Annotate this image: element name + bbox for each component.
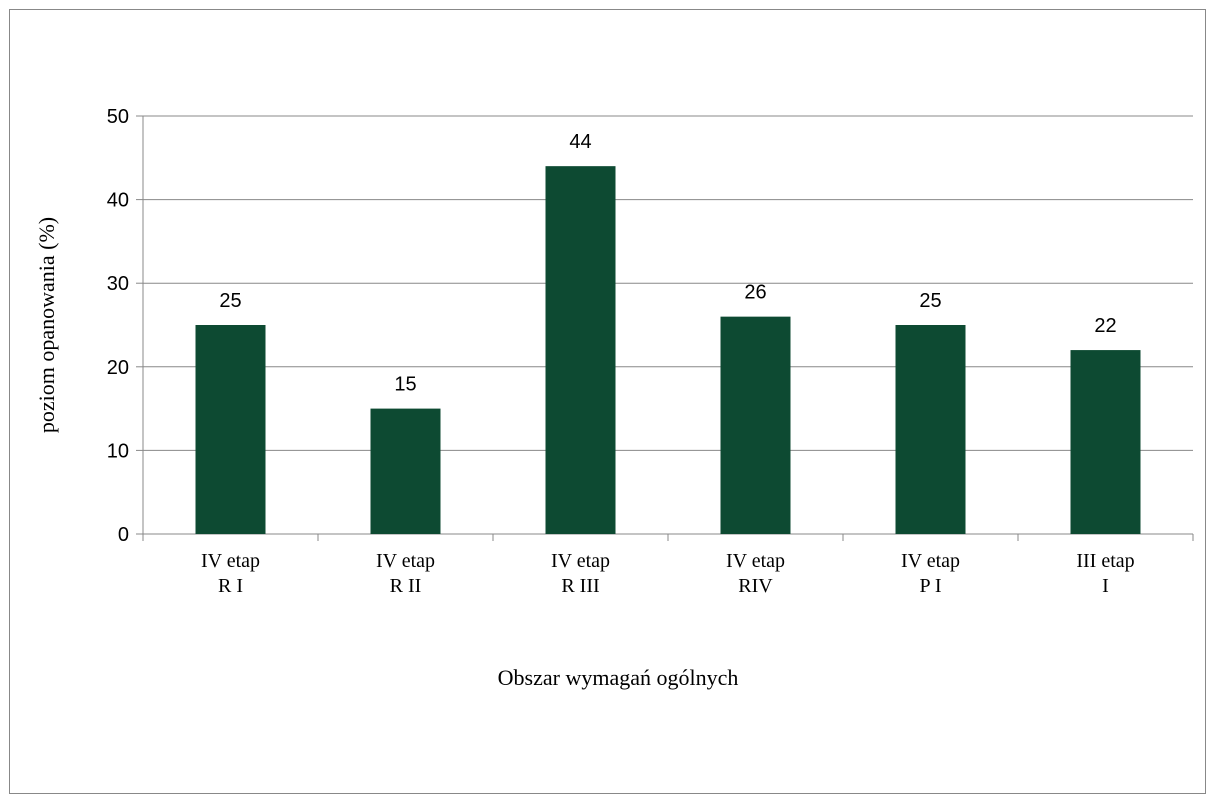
y-tick-label: 20 — [107, 357, 129, 379]
y-tick-label: 30 — [107, 273, 129, 295]
bar — [370, 408, 441, 534]
category-label: R II — [390, 575, 422, 597]
data-label: 44 — [569, 131, 591, 153]
data-label: 25 — [219, 290, 241, 312]
category-label: IV etap — [376, 550, 435, 572]
category-label: III etap — [1076, 550, 1134, 572]
y-axis-title: poziom opanowania (%) — [34, 217, 59, 433]
data-labels: 25 15 44 26 25 22 — [219, 131, 1116, 395]
data-label: 22 — [1094, 315, 1116, 337]
category-label: RIV — [738, 575, 773, 597]
y-tick-label: 0 — [118, 524, 129, 546]
data-label: 15 — [394, 374, 416, 396]
data-label: 25 — [919, 290, 941, 312]
y-tick-label: 10 — [107, 440, 129, 462]
category-label: IV etap — [901, 550, 960, 572]
category-label: I — [1102, 575, 1109, 597]
bar — [195, 325, 266, 534]
bars — [195, 166, 1141, 534]
bar — [1070, 350, 1141, 534]
y-tick-label: 50 — [107, 106, 129, 128]
bar — [895, 325, 966, 534]
gridlines — [136, 115, 1194, 541]
y-tick-label: 40 — [107, 190, 129, 212]
category-label: P I — [919, 575, 941, 597]
category-label: IV etap — [726, 550, 785, 572]
category-label: R III — [561, 575, 599, 597]
y-tick-labels: 0 10 20 30 40 50 — [107, 106, 129, 546]
category-label: IV etap — [551, 550, 610, 572]
category-label: IV etap — [201, 550, 260, 572]
x-axis-title: Obszar wymagań ogólnych — [498, 665, 739, 690]
category-label: R I — [218, 575, 243, 597]
category-labels: IV etap R I IV etap R II IV etap R III IV etap… — [201, 550, 1135, 597]
bar — [545, 166, 616, 534]
bar — [720, 316, 791, 534]
data-label: 26 — [744, 282, 766, 304]
